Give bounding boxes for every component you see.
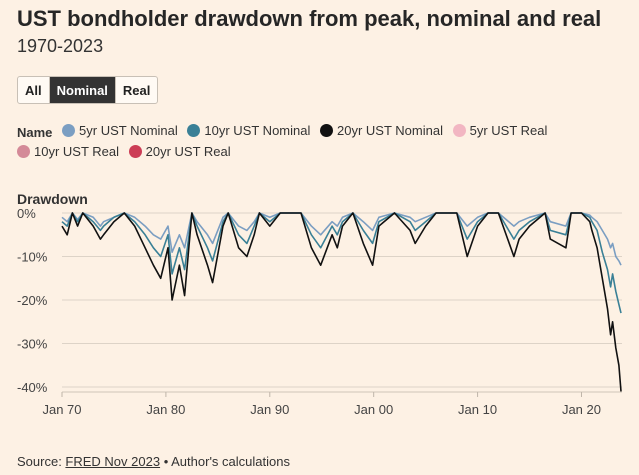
chart-subtitle: 1970-2023 [17, 36, 104, 56]
legend-item-5yr-real[interactable]: 5yr UST Real [452, 121, 548, 140]
legend-label: 5yr UST Real [469, 123, 548, 138]
legend-item-10yr-nominal[interactable]: 10yr UST Nominal [187, 121, 310, 140]
legend-label: 5yr UST Nominal [79, 123, 178, 138]
y-tick-label: -10% [17, 250, 48, 265]
legend-label: 10yr UST Real [34, 144, 120, 159]
legend-item-5yr-nominal[interactable]: 5yr UST Nominal [62, 121, 178, 140]
chart-title: UST bondholder drawdown from peak, nomin… [17, 6, 602, 31]
source-prefix: Source: [17, 454, 66, 469]
x-tick-label: Jan 10 [458, 402, 497, 417]
legend: Name 5yr UST Nominal 10yr UST Nominal 20… [17, 121, 617, 163]
y-tick-label: -30% [17, 337, 48, 352]
view-toggle: All Nominal Real [17, 76, 159, 104]
legend-swatch [128, 145, 142, 158]
legend-swatch [17, 145, 30, 158]
legend-swatch [452, 124, 466, 137]
legend-title: Name [17, 125, 53, 140]
toggle-nominal-button[interactable]: Nominal [49, 77, 116, 103]
y-tick-label: -40% [17, 380, 48, 395]
legend-item-10yr-real[interactable]: 10yr UST Real [17, 142, 119, 161]
legend-swatch [62, 124, 76, 137]
legend-label: 20yr UST Real [145, 144, 231, 159]
x-tick-label: Jan 70 [42, 402, 81, 417]
source-link[interactable]: FRED Nov 2023 [65, 454, 161, 469]
legend-label: 20yr UST Nominal [337, 123, 443, 138]
x-tick-label: Jan 90 [250, 402, 289, 417]
legend-item-20yr-real[interactable]: 20yr UST Real [128, 142, 231, 161]
source-note: Source: FRED Nov 2023 • Author's calcula… [17, 454, 290, 469]
source-suffix: • Author's calculations [160, 454, 290, 469]
series-line-5yr-ust-nominal [61, 212, 622, 266]
legend-swatch [320, 124, 333, 137]
toggle-all-button[interactable]: All [18, 77, 50, 103]
series-line-20yr-ust-nominal [61, 212, 622, 392]
y-tick-label: 0% [17, 206, 36, 221]
x-tick-label: Jan 20 [562, 402, 601, 417]
legend-item-20yr-nominal[interactable]: 20yr UST Nominal [320, 121, 443, 140]
x-tick-label: Jan 00 [354, 402, 393, 417]
x-tick-label: Jan 80 [146, 402, 185, 417]
y-axis-label: Drawdown [17, 191, 88, 207]
legend-swatch [187, 124, 201, 137]
y-tick-label: -20% [17, 293, 48, 308]
toggle-real-button[interactable]: Real [122, 83, 151, 98]
legend-label: 10yr UST Nominal [204, 123, 311, 138]
